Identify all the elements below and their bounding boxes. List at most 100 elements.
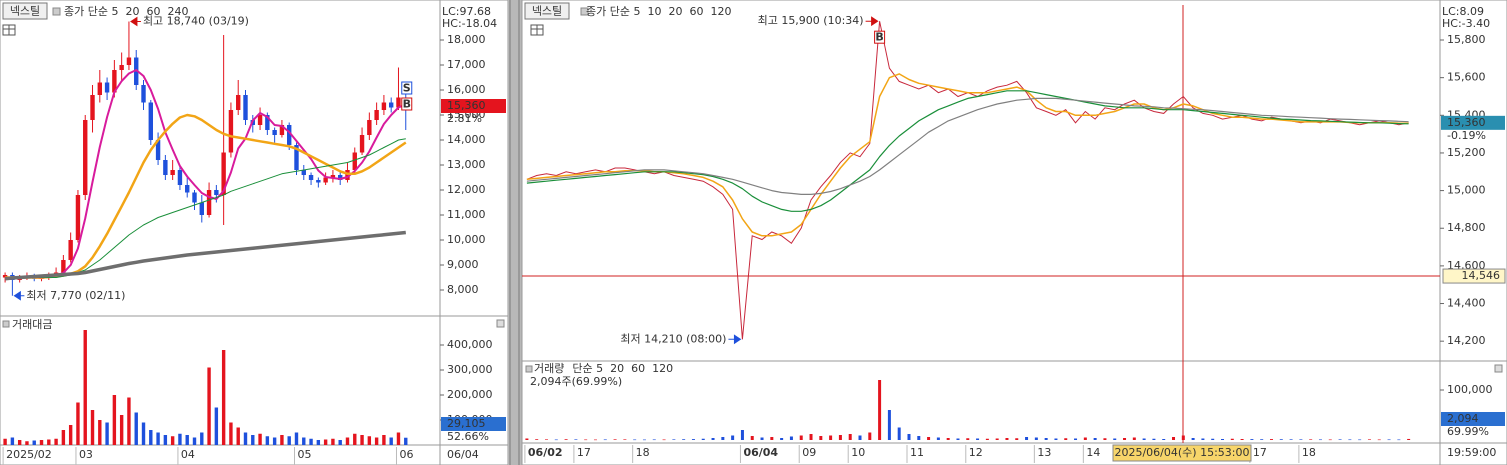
volume-bar bbox=[1025, 437, 1029, 440]
volume-y-tick-label: 400,000 bbox=[447, 338, 493, 351]
lc-label: LC:97.68 bbox=[442, 5, 491, 18]
volume-bar bbox=[946, 438, 950, 440]
volume-bar bbox=[1397, 439, 1401, 441]
volume-info: 2,094주(69.99%) bbox=[530, 375, 622, 388]
legend-entry[interactable]: 20 bbox=[668, 5, 682, 18]
volume-bar bbox=[838, 435, 842, 440]
volume-bar bbox=[1309, 439, 1313, 440]
volume-bar bbox=[353, 433, 357, 445]
legend-entry[interactable]: 종가 단순 5 bbox=[586, 5, 640, 18]
panel-close[interactable] bbox=[496, 319, 505, 328]
volume-bar bbox=[711, 438, 715, 440]
legend-entry[interactable]: 60 bbox=[689, 5, 703, 18]
volume-bar bbox=[848, 434, 852, 440]
y-tick-label: 8,000 bbox=[447, 283, 479, 296]
volume-bar bbox=[1260, 439, 1264, 440]
candle-body bbox=[192, 192, 197, 203]
signal-marker bbox=[874, 30, 886, 44]
symbol-name[interactable]: 넥스틸 bbox=[532, 5, 562, 18]
x-end-label: 19:59:00 bbox=[1447, 446, 1496, 459]
candle-body bbox=[330, 175, 336, 178]
volume-bar bbox=[374, 437, 379, 445]
legend-entry[interactable]: 60 bbox=[146, 5, 160, 18]
moving-average bbox=[34, 69, 407, 279]
volume-bar bbox=[691, 439, 695, 440]
volume-bar bbox=[966, 438, 970, 440]
volume-bar bbox=[985, 438, 989, 440]
signal-label: B bbox=[403, 98, 411, 111]
note-label: 최고 15,900 (10:34) bbox=[758, 14, 864, 27]
candle-body bbox=[141, 85, 146, 103]
x-tick-label: 05 bbox=[297, 448, 311, 461]
moving-average bbox=[526, 90, 1409, 212]
volume-bar bbox=[652, 439, 656, 441]
volume-bar bbox=[760, 437, 764, 440]
x-tick-label: 17 bbox=[1253, 446, 1267, 459]
volume-bar bbox=[331, 438, 335, 445]
candle-body bbox=[2, 275, 8, 278]
volume-bar bbox=[367, 436, 372, 445]
volume-bar bbox=[956, 438, 960, 440]
volume-ratio-label: 69.99% bbox=[1447, 425, 1489, 438]
volume-bar bbox=[1338, 439, 1342, 440]
volume-bar bbox=[25, 441, 29, 445]
volume-bar bbox=[593, 439, 597, 441]
volume-bar bbox=[389, 437, 393, 445]
volume-bar bbox=[682, 439, 686, 440]
volume-bar bbox=[1289, 439, 1293, 440]
legend-entry[interactable]: 20 bbox=[125, 5, 139, 18]
y-tick-label: 14,400 bbox=[1447, 297, 1486, 310]
volume-bar bbox=[309, 438, 313, 445]
candle-body bbox=[228, 110, 234, 153]
x-tick-label: 12 bbox=[969, 446, 983, 459]
volume-bar bbox=[809, 434, 813, 440]
y-tick-label: 12,000 bbox=[447, 183, 486, 196]
candle-body bbox=[75, 195, 81, 240]
last-price-box bbox=[1441, 115, 1505, 130]
panel-icon[interactable] bbox=[525, 365, 533, 373]
candle-body bbox=[337, 175, 343, 180]
volume-bar bbox=[1054, 438, 1058, 440]
volume-bar bbox=[1240, 439, 1244, 440]
volume-last-label: 29,105 bbox=[447, 417, 486, 430]
legend-entry[interactable]: 120 bbox=[710, 5, 731, 18]
volume-bar bbox=[83, 330, 87, 445]
candle-body bbox=[199, 202, 204, 215]
volume-bar bbox=[1328, 439, 1332, 441]
candle-body bbox=[388, 102, 394, 108]
candle-body bbox=[287, 125, 292, 145]
volume-bar bbox=[1407, 438, 1411, 440]
volume-bar bbox=[623, 439, 627, 440]
panel-icon[interactable] bbox=[2, 320, 10, 328]
volume-bar bbox=[156, 432, 160, 445]
signal-label: B bbox=[875, 31, 883, 44]
note-label: 최저 14,210 (08:00) bbox=[620, 332, 726, 345]
settings-icon[interactable] bbox=[580, 7, 589, 16]
crosshair-price-box bbox=[1442, 268, 1506, 284]
volume-bar bbox=[799, 435, 803, 440]
volume-bar bbox=[251, 435, 255, 445]
legend-entry[interactable]: 240 bbox=[167, 5, 188, 18]
volume-bar bbox=[149, 430, 153, 445]
symbol-button[interactable] bbox=[2, 2, 48, 20]
volume-bar bbox=[287, 436, 291, 445]
volume-bar bbox=[163, 435, 168, 445]
legend-entry[interactable]: 종가 단순 5 bbox=[64, 5, 118, 18]
panel-close[interactable] bbox=[1494, 364, 1503, 373]
y-tick-label: 10,000 bbox=[447, 233, 486, 246]
change-label: -0.19% bbox=[1447, 129, 1486, 142]
volume-bar bbox=[1387, 439, 1391, 441]
settings-icon[interactable] bbox=[52, 7, 61, 16]
candle-body bbox=[257, 115, 263, 125]
legend-entry[interactable]: 10 bbox=[647, 5, 661, 18]
x-tick-label: 14 bbox=[1086, 446, 1100, 459]
volume-bar bbox=[789, 436, 793, 440]
volume-bar bbox=[613, 439, 617, 440]
symbol-button[interactable] bbox=[524, 2, 570, 20]
x-tick-label: 06/02 bbox=[528, 446, 563, 459]
x-tick-label: 11 bbox=[910, 446, 924, 459]
volume-last-box bbox=[1441, 412, 1505, 426]
symbol-name[interactable]: 넥스틸 bbox=[10, 5, 40, 18]
volume-bar bbox=[170, 436, 175, 445]
